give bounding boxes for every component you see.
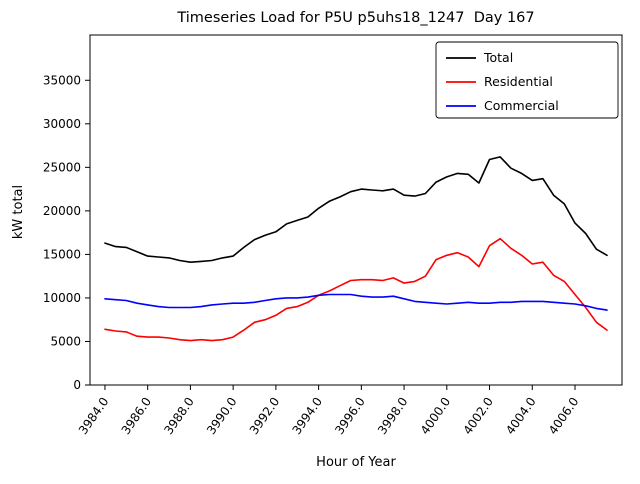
legend-box bbox=[435, 41, 619, 119]
y-axis-label: kW total bbox=[11, 185, 26, 239]
x-axis-label: Hour of Year bbox=[316, 455, 396, 470]
axes-box bbox=[89, 34, 623, 386]
legend-label-total: Total bbox=[483, 50, 513, 65]
x-tick-label: 4002.0 bbox=[460, 395, 496, 437]
plot-area: 0 5000 10000 15000 20000 25000 30000 35000 3984.… bbox=[43, 34, 623, 437]
legend-label-residential: Residential bbox=[484, 74, 553, 89]
series-line-total bbox=[104, 156, 608, 264]
series-line-commercial bbox=[104, 293, 608, 311]
x-tick-label: 3998.0 bbox=[375, 395, 411, 437]
x-tick-label: 4006.0 bbox=[546, 395, 582, 437]
y-tick-label: 35000 bbox=[43, 73, 81, 87]
y-tick-label: 15000 bbox=[43, 247, 81, 261]
series-line-residential bbox=[104, 237, 608, 342]
x-tick-label: 3984.0 bbox=[76, 395, 112, 437]
y-tick-label: 20000 bbox=[43, 204, 81, 218]
legend: Total Residential Commercial bbox=[435, 41, 619, 119]
chart-title: Timeseries Load for P5U p5uhs18_1247 Day… bbox=[176, 10, 534, 26]
x-tick-label: 4004.0 bbox=[503, 395, 539, 437]
x-tick-label: 4000.0 bbox=[418, 395, 454, 437]
y-tick-label: 5000 bbox=[50, 334, 81, 348]
x-tick-label: 3986.0 bbox=[119, 395, 155, 437]
x-tick-label: 3988.0 bbox=[161, 395, 197, 437]
y-tick-label: 25000 bbox=[43, 160, 81, 174]
x-tick-label: 3990.0 bbox=[204, 395, 240, 437]
x-tick-label: 3992.0 bbox=[247, 395, 283, 437]
legend-label-commercial: Commercial bbox=[484, 98, 559, 113]
y-tick-label: 10000 bbox=[43, 291, 81, 305]
x-tick-label: 3996.0 bbox=[332, 395, 368, 437]
y-tick-label: 30000 bbox=[43, 117, 81, 131]
y-tick-label: 0 bbox=[73, 378, 81, 392]
x-tick-label: 3994.0 bbox=[290, 395, 326, 437]
